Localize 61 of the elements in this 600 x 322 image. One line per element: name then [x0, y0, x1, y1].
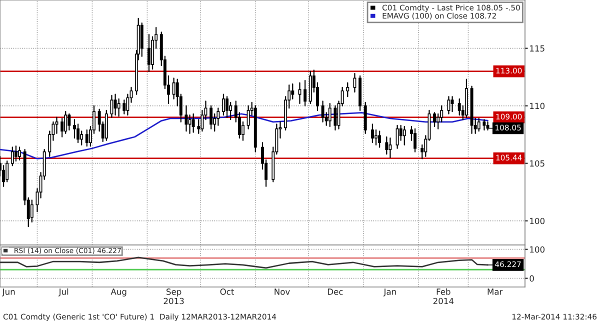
candlestick	[246, 105, 250, 130]
candlestick	[229, 102, 232, 120]
candlestick	[242, 121, 244, 141]
candlestick	[85, 129, 88, 147]
candlestick	[148, 34, 150, 72]
x-tick-label: Oct	[220, 288, 234, 295]
y-tick-label: 115	[530, 45, 544, 52]
x-tick-label: Aug	[110, 288, 126, 296]
candlestick	[18, 146, 21, 160]
candlestick	[192, 113, 195, 133]
y-tick-label: 105	[530, 160, 544, 167]
candlestick	[291, 83, 294, 100]
candlestick	[450, 96, 454, 112]
y-tick-label: 100	[530, 218, 545, 224]
candlestick	[321, 100, 324, 122]
candlestick	[122, 100, 126, 114]
candlestick	[414, 128, 417, 152]
candlestick	[458, 98, 461, 116]
y-tick-label: 0	[530, 275, 534, 282]
x-tick-label: Jul	[58, 288, 68, 296]
candlestick	[226, 96, 229, 118]
candlestick	[385, 136, 388, 155]
candlestick	[353, 73, 356, 93]
candlestick	[388, 137, 392, 158]
candlestick	[188, 114, 192, 134]
candlestick	[378, 130, 382, 148]
candlestick	[334, 105, 337, 131]
x-tick-label: Jun	[2, 288, 15, 296]
candlestick	[117, 98, 120, 117]
candlestick	[210, 105, 213, 130]
candlestick	[60, 118, 64, 138]
candlestick	[482, 119, 486, 131]
candlestick	[172, 78, 176, 100]
x-tick-label: Jan	[383, 288, 396, 296]
x-tick-label: Dec	[328, 288, 343, 295]
candlestick	[328, 102, 332, 128]
line-series	[0, 256, 488, 269]
candlestick	[30, 200, 34, 223]
candlestick	[140, 22, 144, 57]
candlestick	[64, 111, 68, 134]
candlestick	[80, 130, 84, 146]
candlestick	[14, 146, 18, 162]
candlestick	[374, 129, 378, 146]
y-tick-label: 110	[530, 102, 545, 110]
candlestick	[73, 119, 76, 139]
y-tick-label: 100	[530, 246, 545, 253]
candlestick	[370, 124, 374, 144]
candlestick	[433, 112, 436, 128]
x-tick-label: Mar	[488, 288, 503, 295]
candlestick	[396, 124, 399, 149]
candlestick	[10, 146, 14, 166]
x-tick-label: Sep 2013	[164, 288, 184, 304]
candlestick	[402, 126, 406, 146]
x-tick-label: Feb 2014	[433, 288, 454, 304]
candlestick	[68, 113, 71, 131]
candlestick	[114, 94, 117, 116]
candlestick	[304, 80, 307, 106]
candlestick	[346, 82, 350, 98]
candlestick	[477, 118, 480, 132]
candlestick	[222, 94, 225, 116]
x-tick-label: Nov	[274, 288, 290, 295]
